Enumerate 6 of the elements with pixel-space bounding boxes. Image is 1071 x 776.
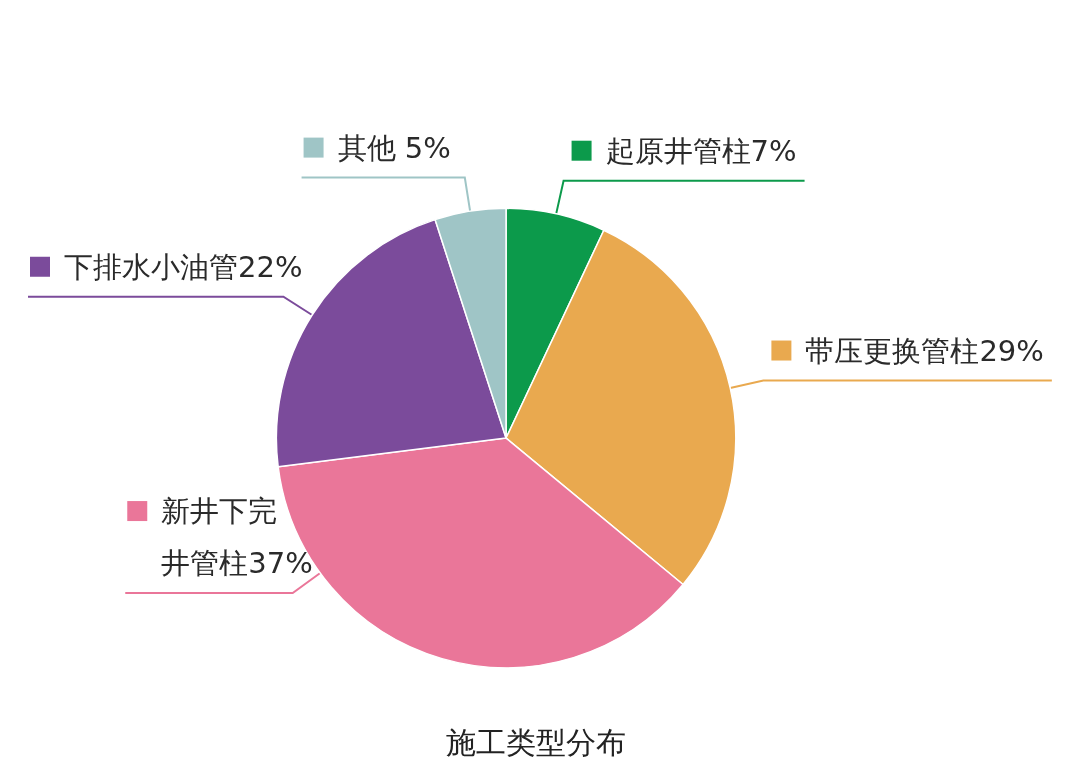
legend-label: 下排水小油管22%: [64, 249, 303, 284]
legend-label: 其他 5%: [337, 130, 451, 165]
text: 施工类型分布: [445, 724, 626, 760]
legend-label: 带压更换管柱29%: [805, 333, 1044, 368]
legend-label: 新井下完井管柱37%: [161, 494, 313, 581]
legend-label: 起原井管柱7%: [605, 133, 797, 168]
